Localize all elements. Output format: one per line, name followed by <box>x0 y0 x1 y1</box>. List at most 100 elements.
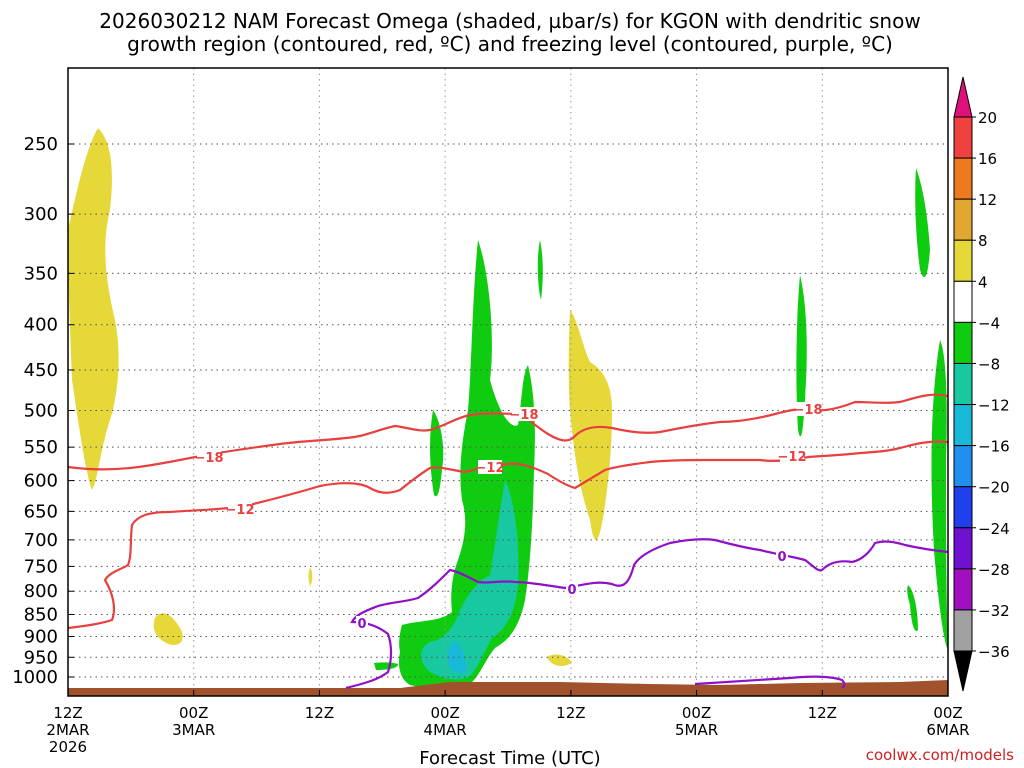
contour-label-dgz-warm-2: −12 <box>476 461 505 476</box>
colorbar-segment-4 <box>953 280 973 323</box>
colorbar-bottom-arrow <box>953 650 973 692</box>
x-date-label-1: 3MAR <box>172 721 215 739</box>
x-year-label: 2026 <box>49 738 87 756</box>
colorbar-label-7: −12 <box>978 397 1010 415</box>
label-bg-freezing-2 <box>566 582 578 596</box>
contour-label-freezing-3: 0 <box>777 550 786 565</box>
y-tick-label-450: 450 <box>24 360 58 381</box>
chart-title-line1: 2026030212 NAM Forecast Omega (shaded, µ… <box>99 9 920 33</box>
y-tick-label-950: 950 <box>24 647 58 668</box>
contour-label-freezing-2: 0 <box>567 583 576 598</box>
omega-shade-green-2 <box>430 410 444 497</box>
omega-positive-shading <box>68 128 612 667</box>
label-bg-freezing-3 <box>776 549 788 563</box>
colorbar-label-4: 4 <box>978 273 988 291</box>
contour-freezing-level-lower <box>694 675 846 689</box>
colorbar-segment-12 <box>953 609 973 652</box>
label-bg-dgz-cold-2 <box>512 407 536 421</box>
x-date-label-0: 2MAR <box>46 721 89 739</box>
x-tick-label-12: 00Z <box>179 704 208 722</box>
y-axis: 2503003504004505005506006507007508008509… <box>12 134 74 688</box>
y-tick-label-400: 400 <box>24 315 58 336</box>
chart-title-line2: growth region (contoured, red, ºC) and f… <box>127 32 893 56</box>
colorbar-label-1: 16 <box>978 150 997 168</box>
contour-label-dgz-warm-3: −12 <box>778 450 807 465</box>
omega-shade-green-3 <box>537 240 543 300</box>
omega-shade-green-7 <box>907 585 918 631</box>
y-tick-label-850: 850 <box>24 605 58 626</box>
label-bg-freezing-1 <box>356 616 368 630</box>
colorbar-segment-9 <box>953 486 973 529</box>
colorbar-label-12: −32 <box>978 602 1010 620</box>
contour-label-dgz-warm-1: −12 <box>226 503 255 518</box>
y-tick-label-250: 250 <box>24 134 58 155</box>
colorbar-label-2: 12 <box>978 191 997 209</box>
contour-labels: −18 −18 −18 −12 −12 −12 0 0 0 <box>195 402 823 632</box>
x-tick-label-36: 00Z <box>430 704 459 722</box>
colorbar-segment-6 <box>953 362 973 406</box>
colorbar-segment-8 <box>953 445 973 488</box>
x-date-label-3: 5MAR <box>675 721 718 739</box>
label-bg-dgz-cold-3 <box>796 402 820 416</box>
y-tick-label-500: 500 <box>24 401 58 422</box>
x-tick-label-0: 12Z <box>53 704 82 722</box>
omega-shade-yellow-5 <box>308 568 313 586</box>
label-bg-dgz-warm-2 <box>478 460 502 474</box>
y-tick-label-600: 600 <box>24 471 58 492</box>
contour-minus-12 <box>67 440 949 630</box>
colorbar-label-11: −28 <box>978 561 1010 579</box>
colorbar-segment-5 <box>953 321 973 364</box>
credit-text: coolwx.com/models <box>866 746 1014 764</box>
plot-frame <box>67 67 949 697</box>
omega-shade-teal-1 <box>421 480 519 680</box>
omega-shade-yellow-1 <box>68 128 119 490</box>
x-axis: 12Z 00Z 12Z 00Z 12Z 00Z 12Z 00Z 2MAR 3MAR 4MAR 5MAR… <box>46 690 970 756</box>
x-date-label-4: 6MAR <box>926 721 969 739</box>
colorbar-label-10: −24 <box>978 520 1010 538</box>
x-tick-label-24: 12Z <box>305 704 334 722</box>
y-tick-label-800: 800 <box>24 581 58 602</box>
colorbar-segment-1 <box>953 157 973 200</box>
colorbar-label-5: −4 <box>978 314 1000 332</box>
x-tick-label-60: 00Z <box>682 704 711 722</box>
omega-shade-yellow-2 <box>153 613 183 646</box>
contour-label-dgz-cold-1: −18 <box>195 451 224 466</box>
colorbar-label-9: −20 <box>978 479 1010 497</box>
y-tick-label-900: 900 <box>24 626 58 647</box>
colorbar-label-0: 20 <box>978 109 997 127</box>
contour-label-freezing-1: 0 <box>357 617 366 632</box>
contour-label-dgz-cold-2: −18 <box>510 408 539 423</box>
ground-terrain <box>68 680 948 696</box>
y-tick-label-650: 650 <box>24 501 58 522</box>
label-bg-dgz-warm-3 <box>780 449 804 463</box>
gridlines <box>68 68 948 696</box>
y-tick-label-750: 750 <box>24 556 58 577</box>
x-axis-title: Forecast Time (UTC) <box>419 748 600 768</box>
x-date-label-2: 4MAR <box>424 721 467 739</box>
colorbar-label-3: 8 <box>978 232 988 250</box>
omega-negative-shading <box>374 168 948 688</box>
colorbar-segment-10 <box>953 527 973 570</box>
colorbar-label-13: −36 <box>978 643 1010 661</box>
y-tick-label-300: 300 <box>24 204 58 225</box>
colorbar-top-arrow <box>953 76 973 118</box>
colorbar-label-6: −8 <box>978 355 1000 373</box>
y-tick-label-1000: 1000 <box>12 667 58 688</box>
colorbar: 20 16 12 8 4 −4 −8 −12 −16 −20 −24 −28 −32 −36 <box>953 76 1010 692</box>
y-tick-label-550: 550 <box>24 437 58 458</box>
contour-label-dgz-cold-3: −18 <box>794 403 823 418</box>
label-bg-dgz-warm-1 <box>228 502 252 516</box>
omega-shade-green-5 <box>915 168 930 278</box>
colorbar-segment-11 <box>953 568 973 611</box>
y-tick-label-700: 700 <box>24 530 58 551</box>
x-tick-label-48: 12Z <box>556 704 585 722</box>
colorbar-label-8: −16 <box>978 438 1010 456</box>
colorbar-segment-7 <box>953 404 973 447</box>
x-tick-label-72: 12Z <box>808 704 837 722</box>
colorbar-segment-0 <box>953 116 973 159</box>
colorbar-segment-2 <box>953 198 973 241</box>
label-bg-dgz-cold-1 <box>197 450 221 464</box>
y-tick-label-350: 350 <box>24 263 58 284</box>
plot-area: −18 −18 −18 −12 −12 −12 0 0 0 <box>67 67 949 697</box>
